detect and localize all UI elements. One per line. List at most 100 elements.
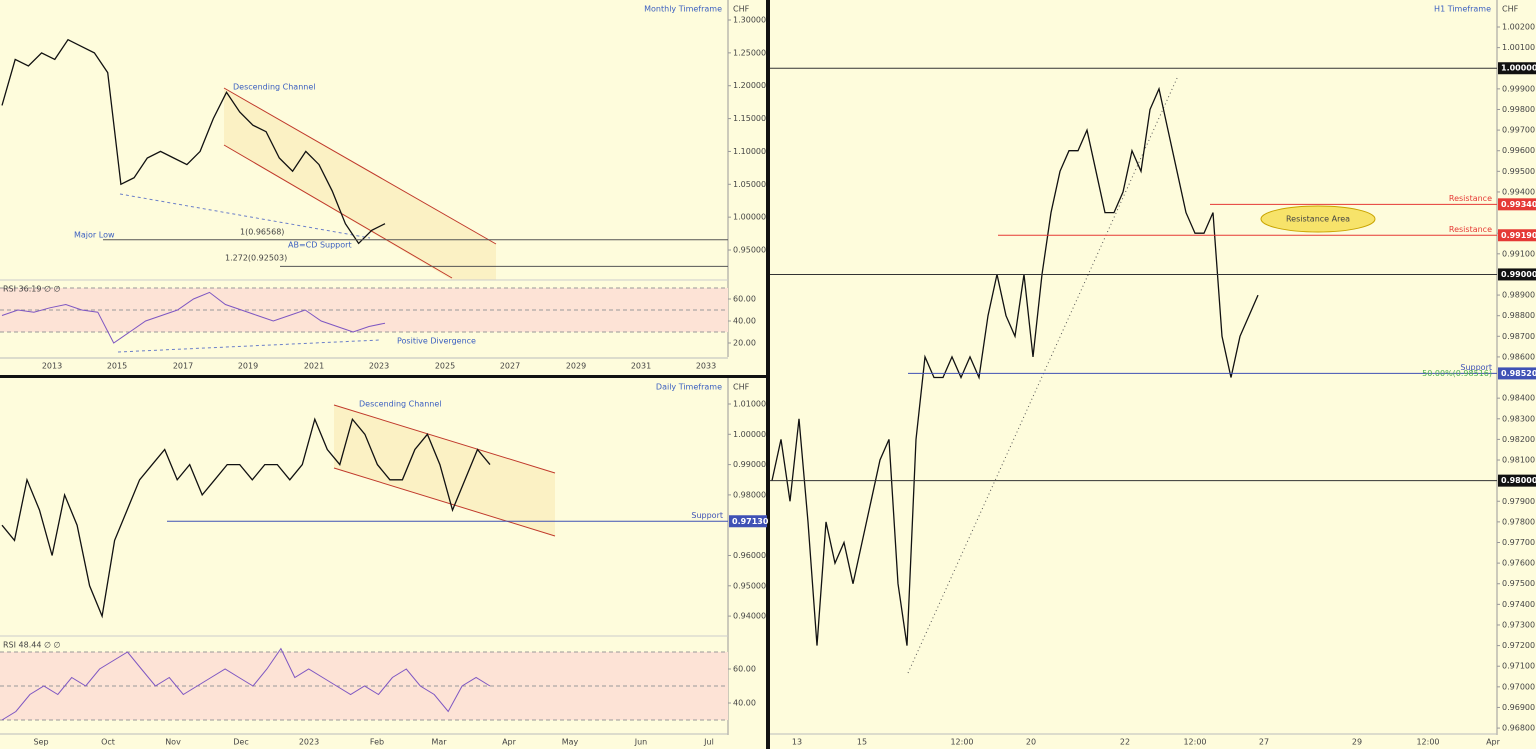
y-tick-label: 0.97100 [1502,662,1535,671]
y-tick-label: 1.10000 [733,147,766,156]
annotation: Major Low [74,231,115,240]
price-tag [1498,62,1536,75]
x-tick-label: 22 [1120,738,1130,747]
y-tick-label: 0.97700 [1502,538,1535,547]
divider [0,375,766,378]
x-tick-label: 2025 [435,362,455,371]
y-tick-label: 20.00 [733,339,756,348]
x-tick-label: May [562,738,579,747]
y-tick-label: 0.99700 [1502,126,1535,135]
y-tick-label: 0.97300 [1502,620,1535,629]
x-tick-label: 2031 [631,362,651,371]
y-tick-label: 60.00 [733,665,756,674]
level-label: 1(0.96568) [240,228,284,237]
y-tick-label: 0.98200 [1502,435,1535,444]
y-tick-label: 1.25000 [733,48,766,57]
annotation: Resistance Area [1286,215,1350,224]
x-tick-label: Oct [101,738,115,747]
y-tick-label: 0.98100 [1502,456,1535,465]
channel-line [333,467,556,537]
rsi-line [1,291,386,344]
y-tick-label: 0.98400 [1502,394,1535,403]
x-tick-label: 2029 [566,362,586,371]
y-tick-label: 0.99600 [1502,146,1535,155]
price-tag-label: 0.98520 [1501,369,1536,378]
x-tick-label: Mar [431,738,447,747]
currency: CHF [1502,5,1519,14]
price-tag [1498,198,1536,211]
y-tick-label: 1.20000 [733,81,766,90]
y-tick-label: 0.99500 [1502,167,1535,176]
channel-line [333,404,556,474]
panel-title: Daily Timeframe [656,383,722,392]
y-tick-label: 1.00100 [1502,43,1535,52]
y-tick-label: 0.98300 [1502,414,1535,423]
price-line [771,86,1259,646]
x-tick-label: 20 [1026,738,1036,747]
y-tick-label: 0.98700 [1502,332,1535,341]
panel-title: H1 Timeframe [1434,5,1491,14]
y-tick-label: 1.15000 [733,114,766,123]
y-tick-label: 0.98000 [733,490,766,499]
x-tick-label: 12:00 [1183,738,1206,747]
x-tick-label: Jun [634,738,648,747]
divergence-line [117,339,381,353]
y-tick-label: 0.97800 [1502,517,1535,526]
panel-title: Monthly Timeframe [644,5,722,14]
annotation: Descending Channel [233,83,315,92]
y-tick-label: 1.05000 [733,180,766,189]
channel-fill [224,88,496,280]
price-tag-label: 1.00000 [1501,64,1536,73]
x-tick-label: 2023 [369,362,389,371]
y-tick-label: 0.99800 [1502,105,1535,114]
price-tag [729,515,767,528]
x-tick-label: 2023 [299,738,319,747]
x-tick-label: Feb [370,738,384,747]
x-tick-label: 2021 [304,362,324,371]
y-tick-label: 0.99000 [733,460,766,469]
y-tick-label: 0.98800 [1502,311,1535,320]
rsi-label: RSI 48.44 ∅ ∅ [3,641,60,650]
x-tick-label: Apr [1486,738,1501,747]
x-tick-label: 27 [1259,738,1269,747]
x-tick-label: 15 [857,738,867,747]
resistance-area [1260,205,1376,233]
price-line [1,417,491,619]
level-label: Resistance [1449,194,1492,203]
y-tick-label: 60.00 [733,295,756,304]
channel-fill [334,405,555,536]
currency: CHF [733,5,750,14]
currency: CHF [733,383,750,392]
price-tag-label: 0.98000 [1501,476,1536,485]
price-tag [1498,268,1536,281]
y-tick-label: 0.99100 [1502,249,1535,258]
price-tag [1498,367,1536,380]
x-tick-label: Jul [703,738,714,747]
x-tick-label: 12:00 [950,738,973,747]
annotation: AB=CD Support [288,241,352,250]
y-tick-label: 40.00 [733,317,756,326]
rsi-label: RSI 36.19 ∅ ∅ [3,285,60,294]
y-tick-label: 0.99400 [1502,187,1535,196]
y-tick-label: 0.96000 [733,551,766,560]
divider [766,0,770,749]
y-tick-label: 0.97000 [1502,682,1535,691]
x-tick-label: 2017 [173,362,193,371]
fib-label: 50.00%(0.98516) [1422,369,1492,378]
rsi-line [1,647,491,721]
x-tick-label: 29 [1352,738,1362,747]
x-tick-label: Dec [233,738,248,747]
y-tick-label: 0.97400 [1502,600,1535,609]
x-tick-label: Nov [165,738,181,747]
annotation: Descending Channel [359,400,441,409]
y-tick-label: 1.00200 [1502,23,1535,32]
x-tick-label: 2015 [107,362,127,371]
y-tick-label: 40.00 [733,699,756,708]
x-tick-label: 2019 [238,362,258,371]
y-tick-label: 0.99900 [1502,84,1535,93]
level-label: Support [1460,363,1492,372]
level-label: Support [691,511,723,520]
y-tick-label: 0.95000 [733,581,766,590]
price-tag [1498,474,1536,487]
